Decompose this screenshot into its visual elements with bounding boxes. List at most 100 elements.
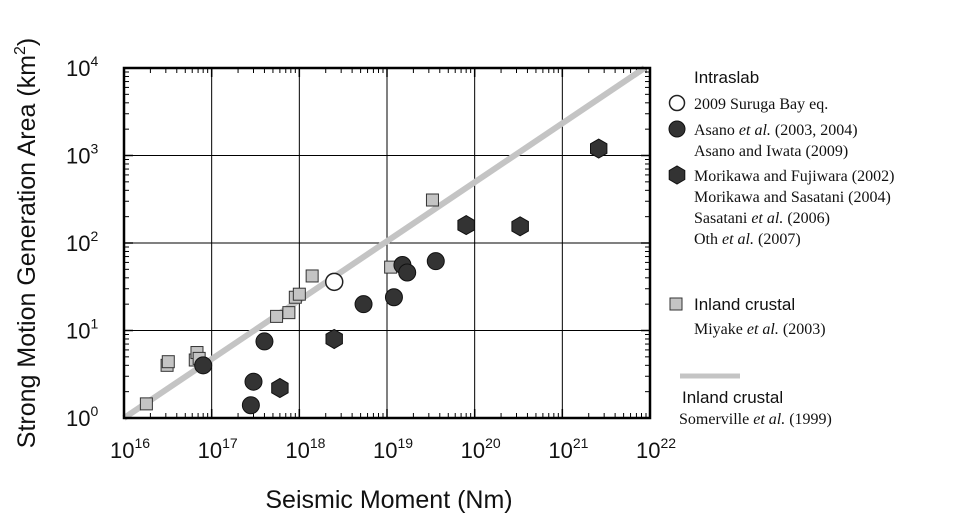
legend: Intraslab 2009 Suruga Bay eq. Asano et a… [668,68,894,428]
data-point-filled-circle [354,295,373,314]
x-tick-base: 10 [373,438,397,463]
legend-oth-etal: et al. [722,231,754,248]
x-tick-base: 10 [636,438,660,463]
x-tick-label: 1016 [110,435,150,463]
y-tick-exp: 0 [90,403,98,419]
data-point-filled-circle [194,356,213,375]
x-tick-label: 1022 [636,435,676,463]
data-point-filled-hexagon [457,215,475,236]
data-point-gray-square [425,193,439,207]
data-point-filled-hexagon [590,138,608,159]
legend-intraslab-heading: Intraslab [694,68,759,87]
data-point-filled-hexagon [511,216,529,237]
tick-labels: 1016 1017 1018 1019 1020 1021 1022100101102103… [66,53,676,463]
data-point-filled-hexagon [271,377,289,399]
x-tick-exp: 18 [310,435,326,451]
data-point-open-circle [324,272,344,292]
y-tick-exp: 2 [90,228,98,244]
legend-sasatani: Sasatani et al. (2006) [694,210,830,227]
legend-somerville-post: (1999) [785,411,832,428]
legend-suruga: 2009 Suruga Bay eq. [694,96,828,113]
legend-inland-heading: Inland crustal [694,295,795,314]
legend-somerville-etal: et al. [753,411,785,428]
legend-oth-post: (2007) [754,231,801,248]
x-tick-exp: 19 [397,435,413,451]
y-axis-title-main: Strong Motion Generation Area (km [13,55,41,448]
data-point-filled-circle [384,288,403,307]
data-point-filled-hexagon [325,328,343,350]
legend-asano: Asano et al. (2003, 2004) [694,122,858,139]
data-point-filled-circle [244,372,263,391]
y-tick-base: 10 [66,406,90,431]
somerville-reference-line [122,65,647,421]
legend-gray-square-icon [669,297,683,311]
legend-miyake-post: (2003) [779,321,826,338]
legend-miyake-pre: Miyake [694,321,747,338]
y-tick-base: 10 [66,56,90,81]
x-tick-exp: 22 [660,435,676,451]
x-tick-base: 10 [548,438,572,463]
x-tick-exp: 20 [485,435,501,451]
legend-asano-pre: Asano [694,122,739,139]
legend-morikawa-sasatani: Morikawa and Sasatani (2004) [694,189,891,206]
x-tick-label: 1017 [198,435,238,463]
data-point-filled-circle [255,332,274,351]
x-tick-base: 10 [198,438,222,463]
x-tick-label: 1018 [285,435,325,463]
legend-sasatani-pre: Sasatani [694,210,751,227]
y-tick-label: 102 [66,228,98,256]
y-axis-title-close: ) [13,38,41,46]
x-tick-label: 1020 [461,435,501,463]
y-axis-title-sup: 2 [12,46,29,55]
y-tick-label: 101 [66,316,98,344]
y-tick-label: 100 [66,403,98,431]
legend-asano-post: (2003, 2004) [771,122,858,139]
legend-sasatani-etal: et al. [751,210,783,227]
legend-filled-circle-icon [668,120,686,138]
data-point-filled-circle [241,396,260,415]
x-tick-label: 1019 [373,435,413,463]
data-point-gray-square [282,306,296,320]
legend-filled-hexagon-icon [668,165,686,185]
data-point-gray-square [270,309,284,323]
y-tick-exp: 1 [90,316,98,332]
legend-somerville: Somerville et al. (1999) [679,411,832,428]
plot-frame [122,66,652,420]
data-point-gray-square [139,397,153,411]
legend-open-circle-icon [668,94,686,112]
y-axis-title: Strong Motion Generation Area (km2) [12,38,41,448]
x-tick-base: 10 [110,438,134,463]
y-tick-label: 103 [66,141,98,169]
y-tick-exp: 3 [90,141,98,157]
legend-oth: Oth et al. (2007) [694,231,801,248]
legend-morikawa-fujiwara: Morikawa and Fujiwara (2002) [694,168,894,185]
x-tick-exp: 16 [134,435,150,451]
legend-line-heading: Inland crustal [682,388,783,407]
y-tick-label: 104 [66,53,98,81]
y-tick-base: 10 [66,144,90,169]
legend-asano-etal: et al. [739,122,771,139]
y-tick-base: 10 [66,319,90,344]
legend-oth-pre: Oth [694,231,722,248]
data-point-gray-square [305,269,319,283]
data-point-gray-square [161,355,175,369]
x-tick-base: 10 [461,438,485,463]
legend-sasatani-post: (2006) [783,210,830,227]
data-point-gray-square [292,287,306,301]
legend-asano-iwata: Asano and Iwata (2009) [694,143,848,160]
data-point-filled-circle [398,263,417,282]
x-tick-label: 1021 [548,435,588,463]
x-axis-title: Seismic Moment (Nm) [265,486,512,514]
legend-miyake-etal: et al. [747,321,779,338]
x-tick-exp: 17 [222,435,238,451]
y-axis-title-group: Strong Motion Generation Area (km2) [12,38,41,448]
x-tick-base: 10 [285,438,309,463]
data-point-filled-circle [426,252,445,271]
x-tick-exp: 21 [573,435,589,451]
data-points [139,138,608,415]
legend-somerville-pre: Somerville [679,411,753,428]
y-tick-exp: 4 [90,53,98,69]
y-tick-base: 10 [66,231,90,256]
legend-miyake: Miyake et al. (2003) [694,321,826,338]
